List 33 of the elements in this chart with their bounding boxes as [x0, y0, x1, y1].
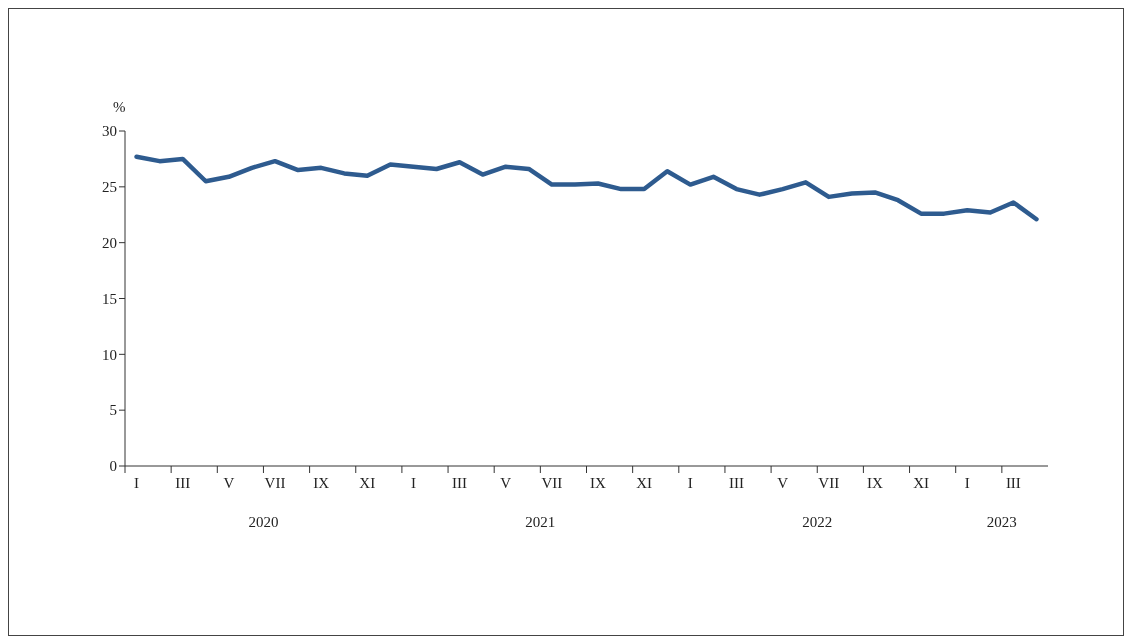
y-tick-label: 5: [109, 402, 117, 419]
line-series: [134, 154, 1039, 222]
x-tick-label: XI: [359, 475, 376, 491]
x-tick-label: I: [964, 475, 970, 491]
text: 2021: [524, 514, 557, 531]
x-tick-label: XI: [913, 475, 930, 491]
y-tick-label: 0: [109, 458, 117, 475]
y-tick-label: 30: [102, 123, 117, 140]
y-axis-title: %: [113, 99, 126, 116]
x-tick-label: XI: [636, 475, 653, 491]
x-tick-label: V: [500, 475, 512, 491]
x-tick-label: IX: [867, 475, 884, 491]
x-tick-label: I: [134, 475, 140, 491]
x-tick-label: III: [452, 475, 468, 491]
x-tick-label: VII: [541, 475, 563, 491]
text: 2023: [985, 514, 1018, 531]
text: 2022: [801, 514, 834, 531]
x-tick-label: VII: [264, 475, 286, 491]
x-tick-label: III: [728, 475, 744, 491]
y-tick-label: 15: [102, 290, 117, 307]
y-tick-label: 10: [102, 346, 117, 363]
y-tick-label: 25: [102, 179, 117, 196]
x-tick-label: VII: [818, 475, 840, 491]
x-tick-label: I: [410, 475, 416, 491]
x-tick-label: III: [1005, 475, 1021, 491]
x-tick-label: IX: [313, 475, 330, 491]
text: 2020: [247, 514, 280, 531]
x-tick-label: V: [777, 475, 789, 491]
x-tick-label: IX: [590, 475, 607, 491]
x-tick-label: I: [687, 475, 693, 491]
y-tick-label: 20: [102, 234, 117, 251]
x-tick-label: V: [223, 475, 235, 491]
x-tick-label: III: [175, 475, 191, 491]
